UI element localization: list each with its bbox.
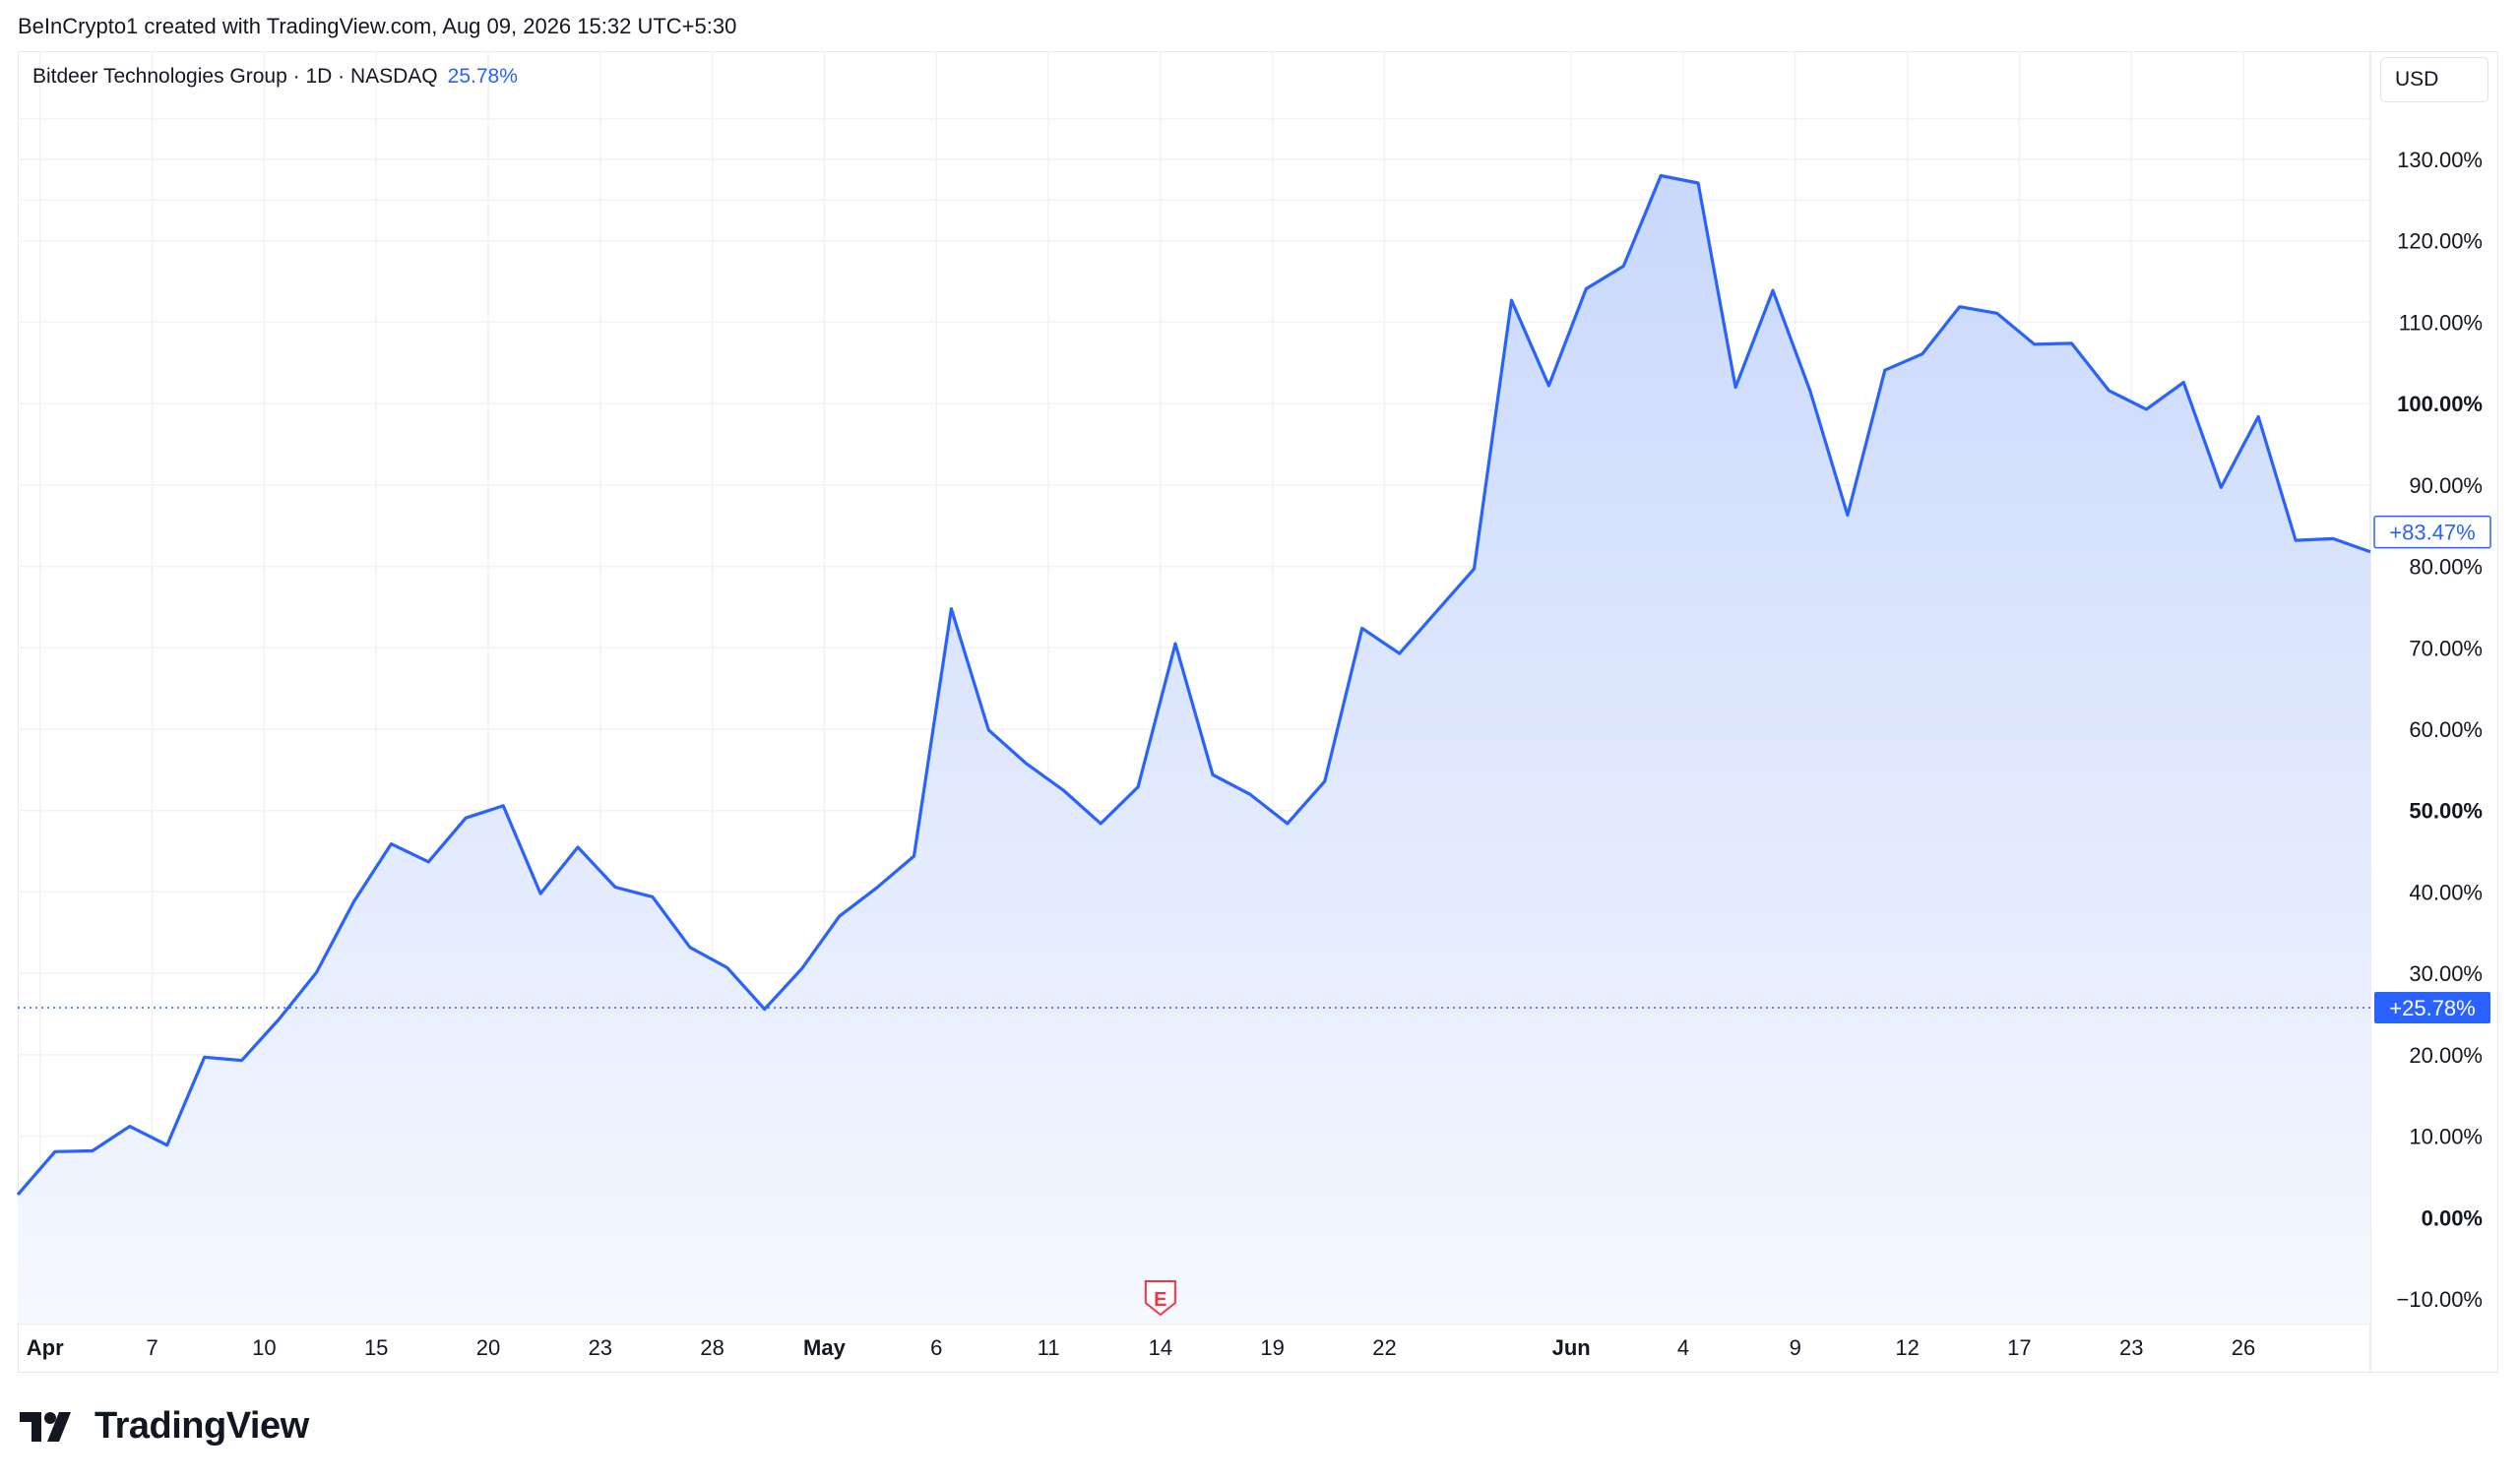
earnings-marker-icon (1144, 1280, 1176, 1317)
y-tick-label: 100.00% (2397, 392, 2483, 416)
earnings-marker-label: E (1154, 1289, 1166, 1311)
y-tick-label: 110.00% (2399, 310, 2483, 335)
legend-change-value: 25.78% (447, 65, 518, 88)
x-tick-label: 15 (364, 1335, 388, 1360)
y-tick-label: 0.00% (2422, 1205, 2483, 1230)
price-line (16, 173, 2371, 1197)
x-tick-label: Jun (1552, 1335, 1591, 1360)
x-tick-label: 19 (1260, 1335, 1284, 1360)
last-value-badge (2373, 515, 2491, 549)
x-tick-label: 12 (1895, 1335, 1919, 1360)
chart-attribution: BeInCrypto1 created with TradingView.com… (18, 14, 737, 38)
reference-badge (2374, 992, 2490, 1024)
y-tick-label: 60.00% (2409, 717, 2483, 742)
x-tick-label: 26 (2232, 1335, 2255, 1360)
x-tick-label: 9 (1790, 1335, 1801, 1360)
x-tick-label: 6 (930, 1335, 942, 1360)
y-tick-label: 80.00% (2409, 555, 2483, 580)
price-axis: 130.00% 120.00% 110.00% 100.00% 90.00% 80.00%… (2373, 148, 2491, 1312)
x-tick-label: 22 (1372, 1335, 1396, 1360)
x-tick-label: 20 (476, 1335, 500, 1360)
x-tick-label: 7 (146, 1335, 158, 1360)
y-tick-label: 40.00% (2409, 880, 2483, 904)
symbol-title: Bitdeer Technologies Group · 1D · NASDAQ (32, 65, 438, 88)
x-tick-label: May (803, 1335, 847, 1360)
y-tick-label: 30.00% (2409, 961, 2483, 986)
y-tick-label: 10.00% (2409, 1125, 2483, 1149)
tradingview-logo[interactable]: TradingView (20, 1405, 309, 1448)
chart-frame (18, 51, 2498, 1373)
markers: E (1144, 1280, 1176, 1317)
y-tick-label: −10.00% (2397, 1287, 2483, 1312)
y-tick-label: 120.00% (2397, 229, 2483, 254)
y-tick-label: 50.00% (2409, 799, 2483, 824)
y-tick-label: 70.00% (2409, 636, 2483, 660)
tradingview-logo-text: TradingView (94, 1405, 309, 1447)
x-tick-label: 10 (252, 1335, 276, 1360)
x-tick-label: 17 (2007, 1335, 2031, 1360)
y-tick-label: 90.00% (2409, 473, 2483, 498)
symbol-legend[interactable]: Bitdeer Technologies Group · 1D · NASDAQ… (32, 65, 518, 89)
reference-value-label: +25.78% (2389, 996, 2475, 1020)
x-tick-label: Apr (27, 1335, 64, 1360)
x-tick-label: 23 (2119, 1335, 2143, 1360)
y-tick-label: 130.00% (2397, 148, 2483, 172)
plot-area (16, 173, 2371, 1324)
last-value-label: +83.47% (2389, 521, 2475, 545)
x-tick-label: 28 (700, 1335, 724, 1360)
x-tick-label: 23 (589, 1335, 612, 1360)
x-tick-label: 14 (1149, 1335, 1172, 1360)
tradingview-logo-icon (20, 1411, 71, 1442)
x-tick-label: 11 (1038, 1335, 1060, 1360)
time-axis: Apr 7 10 15 20 23 28 May 6 11 14 19 22 Jun 4 9 12 17 23 26 (27, 1335, 2255, 1360)
currency-button[interactable]: USD (2380, 57, 2488, 102)
x-tick-label: 4 (1677, 1335, 1689, 1360)
y-tick-label: 20.00% (2409, 1043, 2483, 1068)
area-fill (18, 175, 2370, 1324)
